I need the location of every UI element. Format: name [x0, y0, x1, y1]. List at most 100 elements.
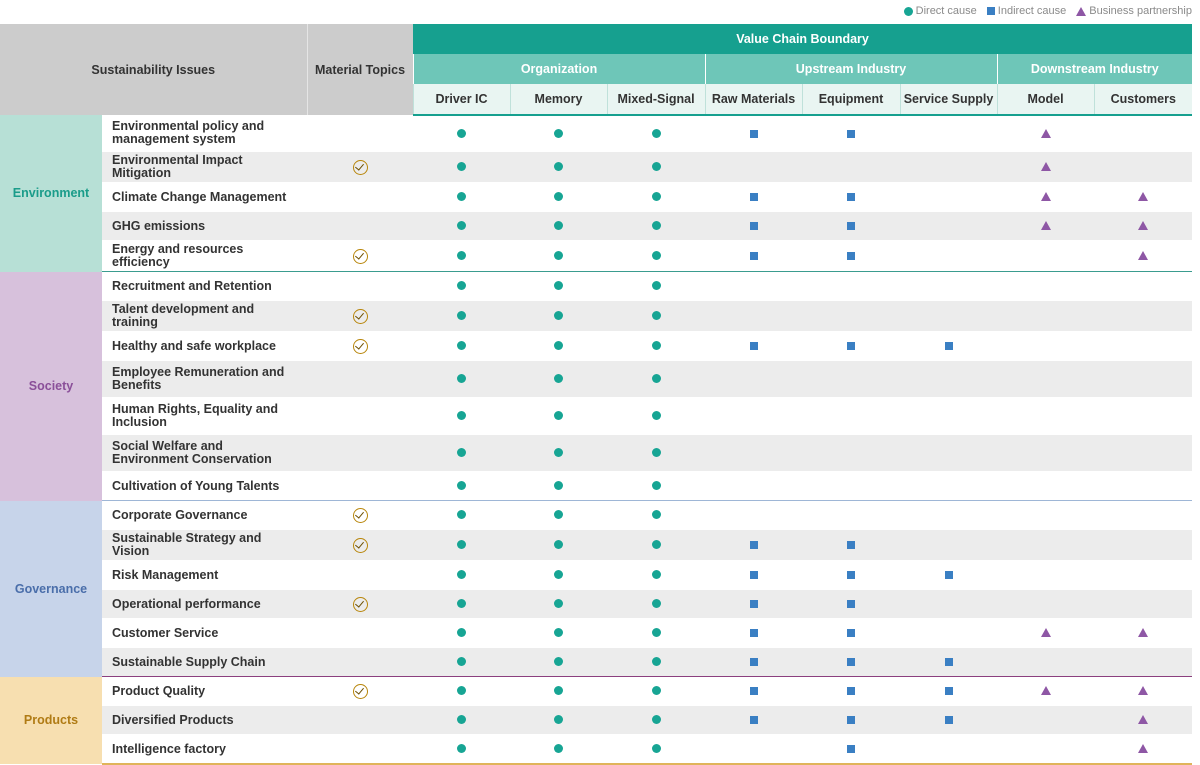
boundary-cell: [510, 211, 608, 241]
direct-cause-marker: [554, 599, 564, 608]
boundary-cell: [607, 560, 706, 590]
boundary-cell: [607, 300, 706, 332]
boundary-cell: [802, 734, 901, 765]
boundary-cell: [900, 240, 998, 272]
boundary-cell: [607, 705, 706, 735]
boundary-cell: [607, 397, 706, 435]
boundary-cell: [802, 182, 901, 212]
boundary-cell: [705, 529, 803, 561]
boundary-cell: [705, 397, 803, 435]
boundary-cell: [900, 211, 998, 241]
boundary-cell: [1094, 734, 1193, 765]
direct-cause-marker: [554, 628, 564, 637]
direct-cause-marker: [651, 374, 661, 383]
boundary-cell: [802, 705, 901, 735]
boundary-cell: [510, 734, 608, 765]
boundary-cell: [510, 360, 608, 398]
direct-cause-marker: [554, 744, 564, 753]
boundary-cell: [705, 182, 803, 212]
boundary-cell: [705, 560, 803, 590]
boundary-cell: [802, 434, 901, 472]
indirect-cause-marker: [847, 342, 856, 350]
business-partnership-marker: [1040, 686, 1051, 695]
boundary-cell: [997, 300, 1095, 332]
direct-cause-marker: [457, 510, 467, 519]
boundary-cell: [705, 734, 803, 765]
boundary-cell: [1094, 300, 1193, 332]
issue-name: Sustainable Supply Chain: [102, 647, 308, 677]
boundary-cell: [413, 676, 511, 706]
boundary-cell: [802, 676, 901, 706]
business-partnership-marker: [1138, 715, 1149, 724]
direct-cause-marker: [554, 251, 564, 260]
indirect-cause-marker: [847, 687, 856, 695]
boundary-cell: [510, 676, 608, 706]
boundary-cell: [413, 115, 511, 152]
boundary-cell: [802, 331, 901, 361]
header-issues: Sustainability Issues: [0, 24, 308, 115]
indirect-cause-marker: [847, 571, 856, 579]
boundary-cell: [997, 560, 1095, 590]
indirect-cause-marker: [847, 629, 856, 637]
boundary-cell: [997, 211, 1095, 241]
direct-cause-marker: [554, 715, 564, 724]
table-row: Cultivation of Young Talents: [0, 471, 1193, 501]
boundary-cell: [1094, 115, 1193, 152]
boundary-cell: [510, 589, 608, 619]
material-topic-cell: [307, 705, 414, 735]
direct-cause-marker: [651, 311, 661, 320]
table-row: Social Welfare and Environment Conservat…: [0, 434, 1193, 472]
check-circle-icon: [352, 159, 368, 175]
legend: Direct cause Indirect cause Business par…: [903, 0, 1192, 22]
boundary-cell: [413, 529, 511, 561]
direct-cause-marker: [457, 540, 467, 549]
business-partnership-marker: [1138, 744, 1149, 753]
direct-cause-marker: [651, 510, 661, 519]
boundary-cell: [607, 589, 706, 619]
material-topic-cell: [307, 211, 414, 241]
boundary-cell: [1094, 618, 1193, 648]
boundary-cell: [802, 211, 901, 241]
check-circle-icon: [352, 308, 368, 324]
boundary-cell: [705, 240, 803, 272]
boundary-cell: [413, 471, 511, 501]
boundary-cell: [900, 397, 998, 435]
boundary-cell: [413, 397, 511, 435]
boundary-cell: [1094, 589, 1193, 619]
boundary-cell: [997, 240, 1095, 272]
legend-partner-label: Business partnership: [1089, 5, 1192, 17]
boundary-cell: [802, 589, 901, 619]
boundary-cell: [413, 705, 511, 735]
boundary-cell: [607, 618, 706, 648]
boundary-cell: [705, 271, 803, 301]
boundary-cell: [997, 115, 1095, 152]
boundary-cell: [705, 500, 803, 530]
direct-cause-marker: [457, 162, 467, 171]
table-row: Healthy and safe workplace: [0, 331, 1193, 361]
indirect-cause-marker: [847, 716, 856, 724]
direct-cause-marker: [457, 251, 467, 260]
boundary-cell: [607, 471, 706, 501]
direct-cause-marker: [554, 686, 564, 695]
business-partnership-marker: [1040, 221, 1051, 230]
indirect-cause-marker: [847, 252, 856, 260]
boundary-cell: [1094, 182, 1193, 212]
boundary-cell: [705, 618, 803, 648]
boundary-cell: [802, 647, 901, 677]
issue-name: Environmental Impact Mitigation: [102, 151, 308, 183]
boundary-cell: [413, 434, 511, 472]
table-row: Intelligence factory: [0, 734, 1193, 765]
direct-cause-marker: [554, 162, 564, 171]
category-label: Society: [0, 271, 102, 501]
material-topic-cell: [307, 618, 414, 648]
table-row: Human Rights, Equality and Inclusion: [0, 397, 1193, 435]
boundary-cell: [510, 529, 608, 561]
direct-cause-marker: [457, 192, 467, 201]
boundary-cell: [802, 151, 901, 183]
material-topic-cell: [307, 115, 414, 152]
material-topic-cell: [307, 560, 414, 590]
business-partnership-marker: [1040, 128, 1051, 138]
boundary-cell: [607, 434, 706, 472]
issue-name: Risk Management: [102, 560, 308, 590]
issue-name: GHG emissions: [102, 211, 308, 241]
